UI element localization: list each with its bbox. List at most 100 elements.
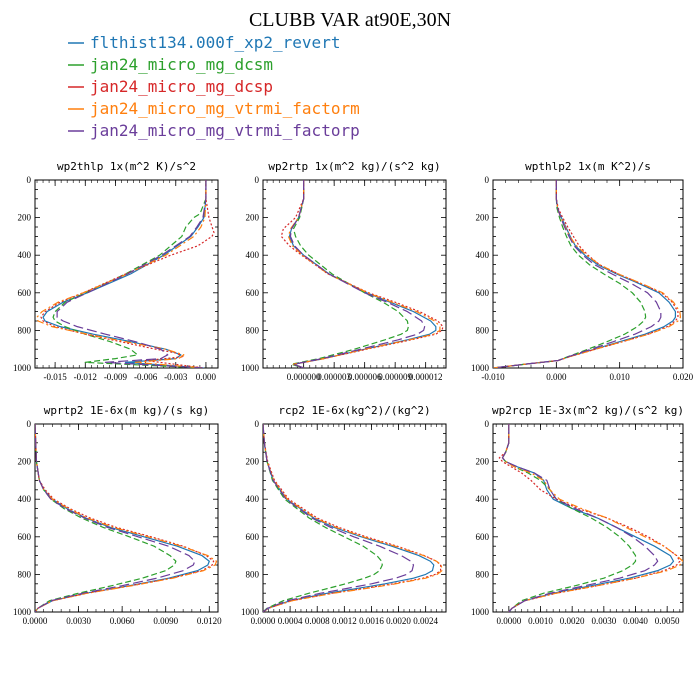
x-tick-label: 0.020: [673, 372, 694, 382]
legend-label: flthist134.000f_xp2_revert: [90, 33, 340, 52]
y-tick-label: 400: [246, 494, 260, 504]
x-tick-label: 0.0016: [359, 616, 384, 626]
y-tick-label: 800: [246, 325, 260, 335]
y-tick-label: 0: [255, 419, 260, 429]
legend-entry: flthist134.000f_xp2_revert: [68, 33, 340, 52]
series-line: [498, 424, 681, 612]
legend-label: jan24_micro_mg_dcsp: [90, 77, 273, 96]
panel-title: wp2rcp 1E-3x(m^2 kg)/(s^2 kg): [492, 404, 684, 417]
x-tick-label: 0.0010: [528, 616, 553, 626]
y-tick-label: 0: [255, 175, 260, 185]
legend-label: jan24_micro_mg_vtrmi_factorp: [90, 121, 360, 140]
x-tick-label: 0.000000: [287, 372, 321, 382]
y-tick-label: 0: [485, 419, 490, 429]
series-line: [493, 180, 662, 368]
series-line: [280, 180, 444, 368]
y-tick-label: 200: [476, 457, 490, 467]
series-line: [263, 424, 435, 612]
series-line: [35, 424, 218, 612]
x-tick-label: 0.0024: [413, 616, 438, 626]
panel-title: wp2rtp 1x(m^2 kg)/(s^2 kg): [268, 160, 440, 173]
y-tick-label: 200: [246, 457, 260, 467]
x-tick-label: 0.0020: [386, 616, 411, 626]
series-line: [56, 180, 207, 368]
chart-panel: wpthlp2 1x(m K^2)/s 0 200 400 600 800 1000-0.0…: [471, 160, 694, 382]
series-line: [493, 180, 682, 368]
series-line: [288, 180, 437, 368]
x-tick-label: 0.000: [196, 372, 217, 382]
x-tick-label: -0.015: [43, 372, 67, 382]
x-tick-label: -0.010: [481, 372, 505, 382]
series-line: [263, 424, 443, 612]
legend-label: jan24_micro_mg_dcsm: [90, 55, 273, 74]
legend-entry: jan24_micro_mg_vtrmi_factorm: [68, 99, 360, 118]
series-line: [35, 424, 177, 612]
series-line: [263, 424, 415, 612]
x-tick-label: -0.003: [164, 372, 188, 382]
plot-frame: [492, 179, 684, 369]
x-tick-label: 0.000012: [409, 372, 443, 382]
series-line: [501, 424, 659, 612]
x-tick-label: 0.0120: [197, 616, 222, 626]
y-tick-label: 400: [476, 494, 490, 504]
legend: flthist134.000f_xp2_revert jan24_micro_mg…: [68, 33, 360, 140]
legend-label: jan24_micro_mg_vtrmi_factorm: [90, 99, 360, 118]
y-tick-label: 600: [18, 532, 32, 542]
x-tick-label: 0.0050: [655, 616, 680, 626]
y-tick-label: 1000: [13, 607, 32, 617]
series-line: [501, 424, 683, 612]
y-tick-label: 400: [18, 250, 32, 260]
series-line: [35, 424, 215, 612]
x-tick-label: -0.012: [74, 372, 97, 382]
y-tick-label: 800: [476, 325, 490, 335]
series-line: [35, 424, 210, 612]
series-line: [493, 180, 647, 368]
series-line: [263, 424, 442, 612]
chart-panel: rcp2 1E-6x(kg^2)/(kg^2) 0 200 400 600 800 1000…: [241, 404, 447, 626]
plot-frame: [262, 423, 447, 613]
y-tick-label: 200: [18, 213, 32, 223]
chart-panel: wp2rtp 1x(m^2 kg)/(s^2 kg) 0 200 400 600 800 1…: [241, 160, 447, 382]
x-tick-label: 0.0020: [560, 616, 585, 626]
series-line: [52, 180, 207, 368]
y-tick-label: 0: [27, 419, 32, 429]
legend-entry: jan24_micro_mg_vtrmi_factorp: [68, 121, 360, 140]
y-tick-label: 400: [246, 250, 260, 260]
y-tick-label: 1000: [471, 607, 490, 617]
y-tick-label: 0: [27, 175, 32, 185]
y-tick-label: 800: [18, 325, 32, 335]
x-tick-label: 0.0000: [23, 616, 48, 626]
y-tick-label: 200: [18, 457, 32, 467]
x-tick-label: 0.000006: [348, 372, 382, 382]
x-tick-label: 0.000: [546, 372, 567, 382]
series-line: [501, 424, 637, 612]
plot-frame: [34, 423, 219, 613]
y-tick-label: 800: [18, 569, 32, 579]
x-tick-label: 0.0040: [623, 616, 648, 626]
y-tick-label: 200: [246, 213, 260, 223]
legend-entry: jan24_micro_mg_dcsm: [68, 55, 273, 74]
x-tick-label: 0.0030: [66, 616, 91, 626]
series-line: [493, 180, 679, 368]
figure-title: CLUBB VAR at90E,30N: [249, 9, 451, 31]
x-tick-label: 0.000003: [317, 372, 351, 382]
series-line: [493, 180, 677, 368]
x-tick-label: 0.0008: [305, 616, 330, 626]
series-line: [287, 180, 441, 368]
plot-frame: [262, 179, 447, 369]
panel-title: wprtp2 1E-6x(m kg)/(s kg): [44, 404, 210, 417]
x-tick-label: 0.0090: [153, 616, 178, 626]
legend-entry: jan24_micro_mg_dcsp: [68, 77, 273, 96]
y-tick-label: 1000: [241, 607, 260, 617]
series-line: [35, 424, 196, 612]
y-tick-label: 600: [246, 288, 260, 298]
y-tick-label: 600: [476, 532, 490, 542]
x-tick-label: 0.0060: [110, 616, 135, 626]
x-tick-label: -0.006: [134, 372, 158, 382]
x-tick-label: 0.0000: [496, 616, 521, 626]
y-tick-label: 600: [246, 532, 260, 542]
x-tick-label: 0.0012: [332, 616, 357, 626]
y-tick-label: 400: [18, 494, 32, 504]
y-tick-label: 1000: [241, 363, 260, 373]
chart-panels: wp2thlp 1x(m^2 K)/s^202004006008001000-0…: [13, 160, 694, 626]
